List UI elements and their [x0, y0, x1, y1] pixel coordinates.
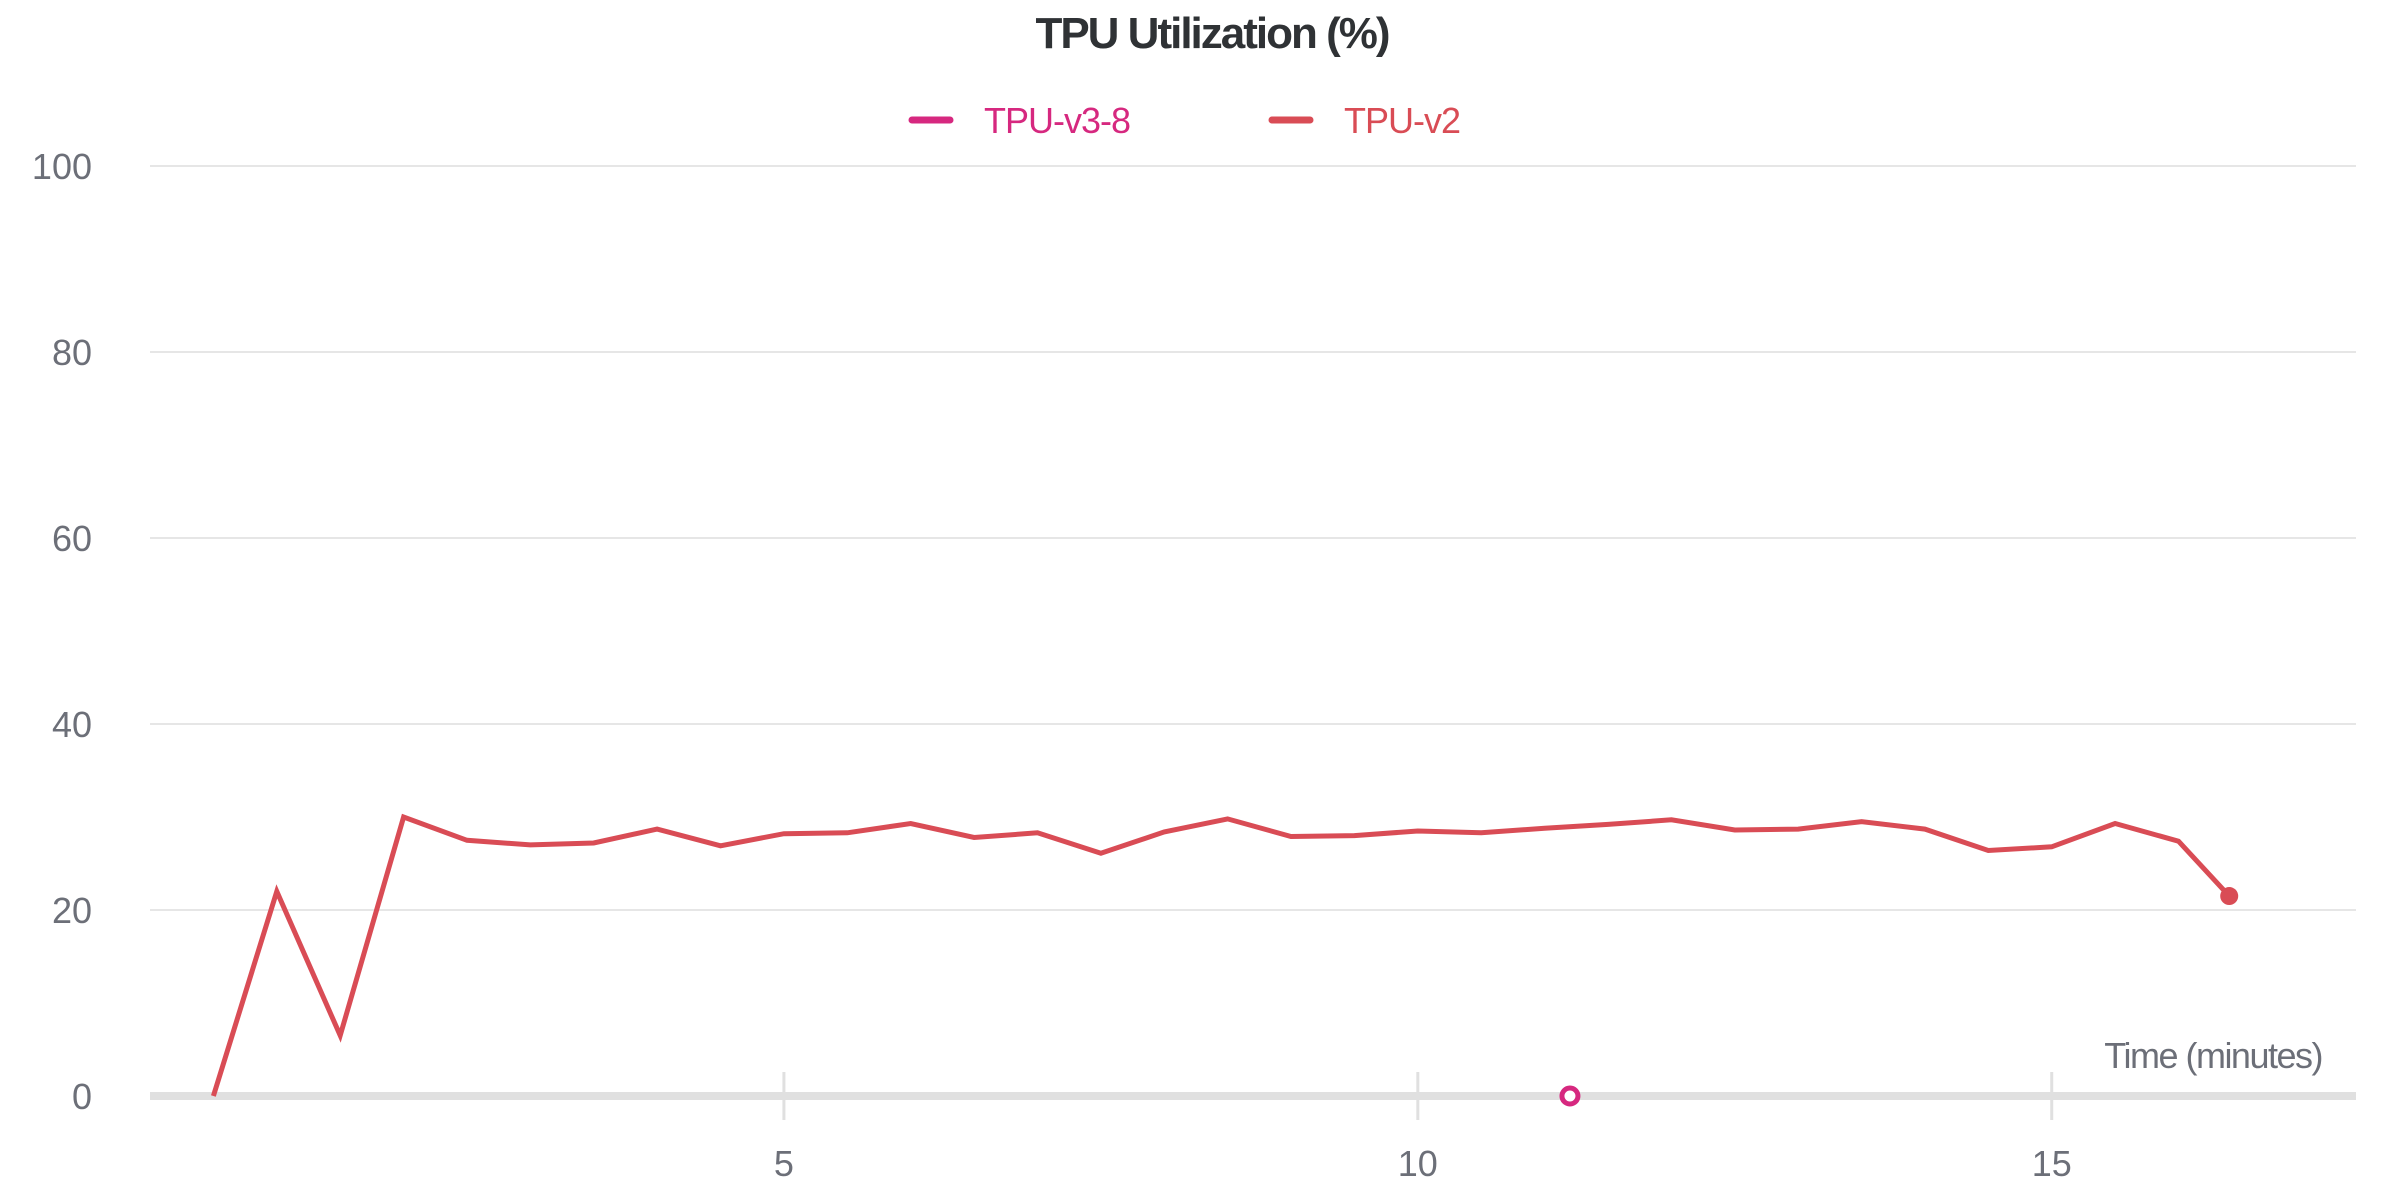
- legend-label: TPU-v3-8: [984, 100, 1130, 141]
- x-tick-label: 15: [2032, 1143, 2072, 1184]
- series-tpu-v2: [211, 813, 2239, 1097]
- y-tick-label: 0: [72, 1076, 92, 1117]
- y-tick-label: 20: [52, 890, 92, 931]
- y-tick-label: 80: [52, 332, 92, 373]
- x-tick-label: 5: [774, 1143, 794, 1184]
- chart-title: TPU Utilization (%): [1035, 9, 1388, 58]
- grid-lines: [150, 165, 2356, 1100]
- legend: TPU-v3-8 TPU-v2: [908, 100, 1461, 141]
- x-axis-ticks: 5 10 15: [774, 1072, 2072, 1184]
- y-tick-label: 100: [32, 146, 92, 187]
- data-point-tpu-v2-last: [2220, 887, 2239, 906]
- y-axis-ticks: 0 20 40 60 80 100: [32, 146, 92, 1117]
- x-tick-label: 10: [1398, 1143, 1438, 1184]
- y-tick-label: 60: [52, 518, 92, 559]
- x-axis-title: Time (minutes): [2104, 1035, 2322, 1076]
- series-line-tpu-v2: [211, 813, 2232, 1097]
- series-tpu-v3-8: [1559, 1085, 1581, 1107]
- y-tick-label: 40: [52, 704, 92, 745]
- data-point-tpu-v3-8-0: [1559, 1085, 1581, 1107]
- legend-label: TPU-v2: [1344, 100, 1460, 141]
- series-layer: [211, 813, 2239, 1107]
